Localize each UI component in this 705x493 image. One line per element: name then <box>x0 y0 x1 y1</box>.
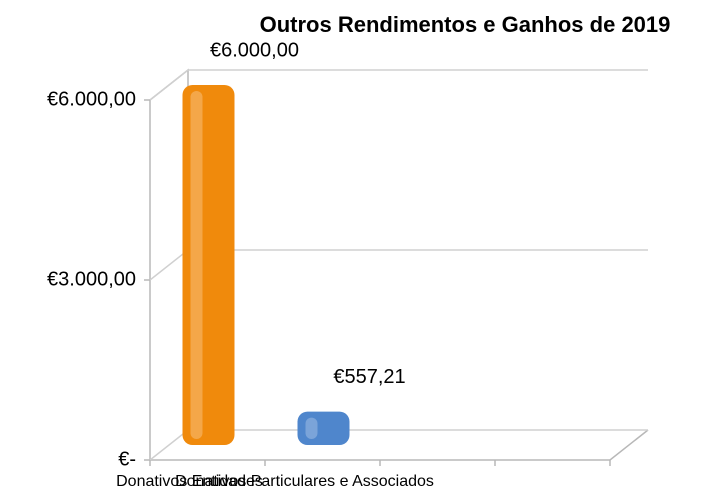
x-tick-label: Donativos Entidades <box>116 473 263 490</box>
x-tick-label: Donativos Particulares e Associados <box>175 473 434 490</box>
data-label: €557,21 <box>333 366 405 388</box>
bar <box>297 411 350 445</box>
bar <box>182 85 235 445</box>
chart-title: Outros Rendimentos e Ganhos de 2019 <box>260 12 671 37</box>
data-label: €6.000,00 <box>210 39 299 61</box>
bar-highlight <box>190 91 203 439</box>
y-tick-label: €6.000,00 <box>47 88 136 110</box>
y-tick-label: €3.000,00 <box>47 268 136 290</box>
y-tick-label: €- <box>118 448 136 470</box>
grid-line <box>149 69 648 101</box>
bar-highlight <box>305 417 318 439</box>
